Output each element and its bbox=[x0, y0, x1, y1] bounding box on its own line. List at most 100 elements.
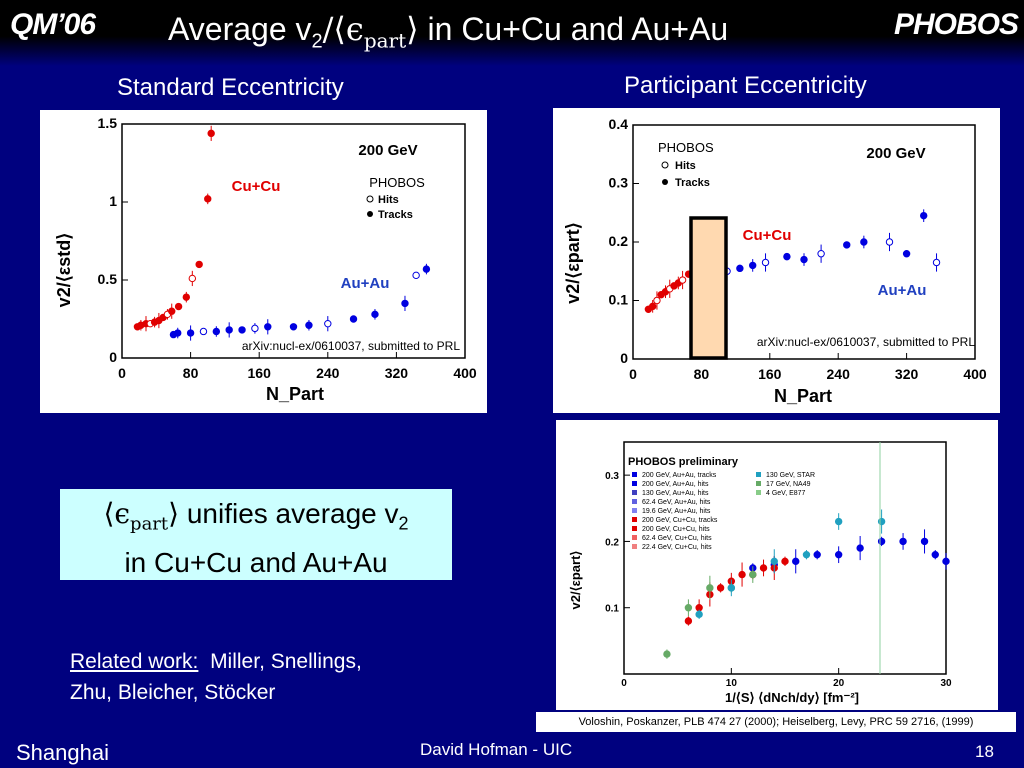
data-point bbox=[834, 550, 843, 559]
source-note: arXiv:nucl-ex/0610037, submitted to PRL bbox=[757, 335, 975, 349]
legend-entry: 19.6 GeV, Au+Au, hits bbox=[642, 508, 711, 515]
x-axis-label: N_Part bbox=[266, 384, 324, 404]
footer-location: Shanghai bbox=[16, 740, 109, 765]
conclusion-callout: ⟨ϵpart⟩ unifies average v2 in Cu+Cu and … bbox=[60, 489, 452, 580]
chart-title: 200 GeV bbox=[358, 142, 417, 159]
legend-entry: 200 GeV, Cu+Cu, tracks bbox=[642, 517, 718, 524]
data-point bbox=[885, 238, 894, 246]
data-point bbox=[843, 241, 851, 249]
legend-marker bbox=[632, 508, 637, 513]
y-tick-label: 0.2 bbox=[605, 537, 619, 548]
legend-marker-tracks bbox=[367, 211, 373, 217]
legend-entry: 17 GeV, NA49 bbox=[766, 481, 811, 488]
data-point bbox=[251, 324, 259, 333]
data-point bbox=[663, 650, 671, 658]
y-tick-label: 0 bbox=[109, 349, 117, 365]
y-axis-label: v2/⟨εpart⟩ bbox=[563, 222, 583, 304]
related-work-authors-2: Zhu, Bleicher, Stöcker bbox=[70, 681, 276, 704]
x-tick-label: 160 bbox=[758, 366, 782, 382]
series-label-auau: Au+Au bbox=[341, 275, 390, 292]
y-tick-label: 0.5 bbox=[98, 271, 118, 287]
data-point bbox=[349, 315, 358, 323]
legend-marker bbox=[756, 490, 761, 495]
x-tick-label: 240 bbox=[316, 365, 340, 381]
callout-line1: ⟨ϵpart⟩ unifies average v2 bbox=[103, 497, 409, 535]
x-tick-label: 320 bbox=[385, 365, 409, 381]
data-point bbox=[792, 557, 800, 566]
x-tick-label: 80 bbox=[694, 366, 710, 382]
legend-marker bbox=[756, 472, 761, 477]
legend-marker-hits bbox=[661, 161, 669, 169]
data-point bbox=[749, 261, 757, 270]
y-tick-label: 0.2 bbox=[609, 233, 629, 249]
legend-marker-tracks bbox=[662, 179, 668, 185]
data-point bbox=[653, 296, 661, 305]
data-point bbox=[264, 323, 272, 331]
x-tick-label: 400 bbox=[963, 366, 987, 382]
legend-tracks: Tracks bbox=[675, 177, 710, 189]
data-point bbox=[920, 211, 928, 220]
data-point bbox=[188, 274, 197, 283]
data-point bbox=[877, 517, 886, 526]
data-point bbox=[182, 293, 191, 301]
legend-marker bbox=[632, 517, 637, 522]
x-tick-label: 0 bbox=[621, 678, 627, 689]
data-point bbox=[168, 307, 176, 315]
plot-frame bbox=[121, 123, 466, 359]
y-axis-label: v2/⟨εstd⟩ bbox=[54, 233, 74, 308]
legend-entry: 130 GeV, Au+Au, hits bbox=[642, 490, 709, 497]
y-tick-label: 0.3 bbox=[605, 471, 619, 482]
footer-author: David Hofman - UIC bbox=[420, 740, 573, 759]
data-point bbox=[678, 276, 687, 284]
data-point bbox=[920, 537, 929, 546]
legend-entry: 4 GeV, E877 bbox=[766, 490, 806, 497]
data-point bbox=[195, 260, 203, 269]
legend-entry: 62.4 GeV, Au+Au, hits bbox=[642, 499, 711, 506]
y-tick-label: 0 bbox=[620, 350, 628, 366]
chart-standard-eccentricity-svg: 0 80 160 240 320 400 0 0.5 1 1.5 200 GeV Cu+Cu Au+Au… bbox=[54, 115, 477, 404]
data-point bbox=[834, 517, 843, 526]
x-tick-label: 20 bbox=[833, 678, 845, 689]
legend-title: PHOBOS bbox=[658, 140, 714, 155]
data-point bbox=[749, 570, 757, 579]
x-tick-label: 0 bbox=[629, 366, 637, 382]
x-tick-label: 320 bbox=[895, 366, 919, 382]
reference-citation: Voloshin, Poskanzer, PLB 474 27 (2000); … bbox=[536, 712, 1016, 732]
data-point bbox=[856, 544, 864, 552]
slide-title: Average v2/⟨ϵpart⟩ in Cu+Cu and Au+Au bbox=[168, 10, 729, 53]
data-point bbox=[783, 252, 791, 261]
highlight-box bbox=[689, 216, 728, 360]
y-tick-label: 0.1 bbox=[609, 292, 629, 308]
left-section-title: Standard Eccentricity bbox=[117, 74, 344, 101]
x-tick-label: 10 bbox=[726, 678, 738, 689]
legend-marker bbox=[632, 490, 637, 495]
data-point bbox=[716, 584, 725, 592]
data-point bbox=[371, 310, 379, 319]
related-work-authors-1: Miller, Snellings, bbox=[210, 650, 362, 673]
data-point bbox=[736, 264, 744, 273]
legend-entry: 200 GeV, Au+Au, tracks bbox=[642, 472, 717, 479]
legend-marker bbox=[632, 472, 637, 477]
chart-phobos-preliminary-svg: 0 10 20 30 0.1 0.2 0.3 PHOBOS preliminary 200 Ge… bbox=[568, 441, 952, 705]
data-point bbox=[412, 271, 420, 280]
y-tick-label: 0.1 bbox=[605, 604, 619, 615]
chart-participant-eccentricity-svg: 0 80 160 240 320 400 0 0.1 0.2 0.3 0.4 200 GeV Cu+Cu… bbox=[563, 116, 987, 406]
data-point bbox=[212, 327, 221, 336]
x-axis-label: 1/⟨S⟩ ⟨dNch/dy⟩ [fm⁻²] bbox=[725, 690, 859, 705]
legend-marker bbox=[632, 481, 637, 486]
callout-line2: in Cu+Cu and Au+Au bbox=[124, 546, 388, 578]
data-point bbox=[817, 250, 825, 258]
legend-marker-hits bbox=[366, 195, 374, 203]
data-point bbox=[238, 326, 246, 334]
data-point bbox=[802, 550, 811, 559]
conference-label: QM’06 bbox=[10, 8, 96, 41]
chart-title: PHOBOS preliminary bbox=[628, 456, 739, 468]
data-point bbox=[648, 302, 657, 311]
data-point bbox=[759, 564, 768, 572]
legend-marker bbox=[632, 544, 637, 549]
legend-entry: 200 GeV, Cu+Cu, hits bbox=[642, 526, 710, 533]
brand-label: PHOBOS bbox=[893, 8, 1019, 41]
y-tick-label: 1 bbox=[109, 193, 117, 209]
legend-entry: 200 GeV, Au+Au, hits bbox=[642, 481, 709, 488]
data-point bbox=[813, 550, 821, 559]
